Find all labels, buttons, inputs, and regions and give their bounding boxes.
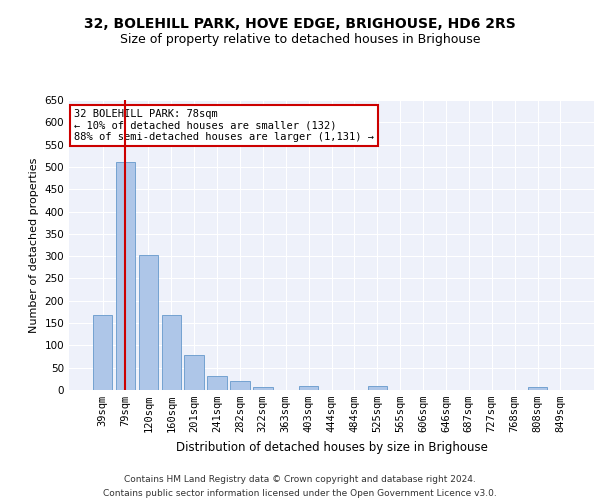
Bar [116, 162, 135, 390]
Bar [253, 387, 272, 390]
Y-axis label: Number of detached properties: Number of detached properties [29, 158, 39, 332]
Bar [93, 315, 112, 390]
Bar [299, 386, 319, 390]
Bar [184, 355, 204, 390]
Text: 32 BOLEHILL PARK: 78sqm
← 10% of detached houses are smaller (132)
88% of semi-d: 32 BOLEHILL PARK: 78sqm ← 10% of detache… [74, 108, 374, 142]
Bar [208, 376, 227, 390]
Text: Size of property relative to detached houses in Brighouse: Size of property relative to detached ho… [120, 32, 480, 46]
Bar [368, 386, 387, 390]
X-axis label: Distribution of detached houses by size in Brighouse: Distribution of detached houses by size … [176, 440, 487, 454]
Text: 32, BOLEHILL PARK, HOVE EDGE, BRIGHOUSE, HD6 2RS: 32, BOLEHILL PARK, HOVE EDGE, BRIGHOUSE,… [84, 18, 516, 32]
Bar [528, 388, 547, 390]
Bar [161, 315, 181, 390]
Bar [230, 381, 250, 390]
Text: Contains HM Land Registry data © Crown copyright and database right 2024.
Contai: Contains HM Land Registry data © Crown c… [103, 476, 497, 498]
Bar [139, 256, 158, 390]
